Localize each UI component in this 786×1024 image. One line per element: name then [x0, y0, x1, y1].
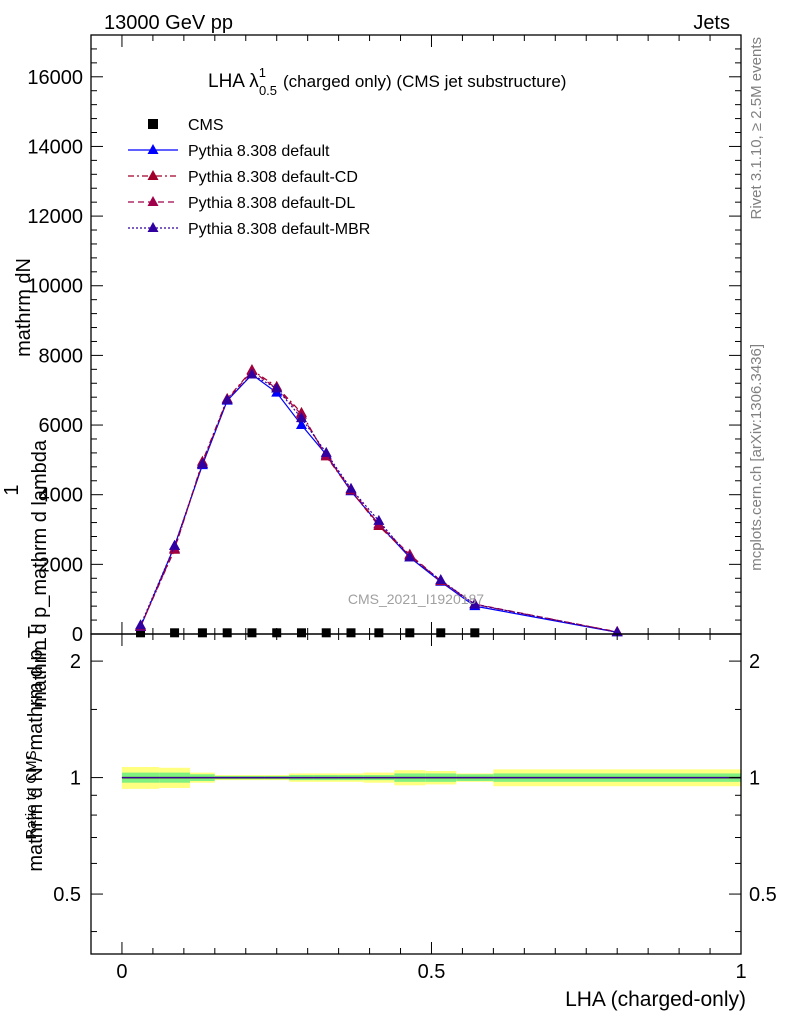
y-axis-label-top: mathrm dN [13, 258, 35, 357]
series-marker-triangle [320, 446, 332, 457]
series-marker-triangle [196, 458, 208, 469]
cms-data-point [170, 628, 180, 638]
series-marker-triangle [271, 382, 283, 393]
legend-label: Pythia 8.308 default-DL [188, 195, 355, 212]
mcplots-reference-label: mcplots.cern.ch [arXiv:1306.3436] [748, 344, 765, 571]
legend-label: Pythia 8.308 default [188, 143, 330, 160]
ratio-plot-frame [90, 633, 742, 955]
rivet-version-label: Rivet 3.1.10, ≥ 2.5M events [748, 37, 765, 220]
ratio-y-tick-label-right: 2 [749, 651, 760, 673]
plot-title-main: LHA λ [208, 71, 259, 92]
y-tick-label: 10000 [27, 276, 83, 298]
series-line [139, 373, 618, 633]
x-tick-label: 0.5 [418, 961, 446, 983]
y-tick-label: 6000 [39, 415, 84, 437]
series-marker-triangle [295, 419, 307, 430]
series-marker-triangle [135, 619, 147, 630]
series-marker-triangle [147, 170, 159, 180]
series-marker-triangle [345, 482, 357, 493]
legend-label: Pythia 8.308 default-MBR [188, 221, 370, 238]
cms-data-point [346, 628, 356, 638]
ratio-y-tick-label-right: 1 [749, 768, 760, 790]
legend-label: Pythia 8.308 default-CD [188, 169, 358, 186]
header-collision-label: 13000 GeV pp [104, 12, 233, 34]
ratio-y-axis-label: Ratio to CMS [23, 750, 40, 839]
y-tick-label: 16000 [27, 67, 83, 89]
plot-title-superscript: 1 [259, 65, 266, 80]
legend-marker-cms [148, 119, 158, 129]
series-marker-triangle [147, 196, 159, 206]
x-tick-label: 1 [735, 961, 746, 983]
series-marker-triangle [373, 514, 385, 525]
header-process-label: Jets [693, 12, 730, 34]
cms-data-point [436, 628, 446, 638]
x-tick-label: 0 [116, 961, 127, 983]
cms-data-point [405, 628, 415, 638]
series-marker-triangle [169, 539, 181, 550]
series-marker-triangle [295, 412, 307, 423]
series-marker-triangle [147, 222, 159, 232]
ratio-y-tick-label-right: 0.5 [749, 884, 777, 906]
series-marker-triangle [147, 144, 159, 154]
legend-label: CMS [188, 117, 224, 134]
cms-data-point [136, 628, 146, 638]
x-axis-label: LHA (charged-only) [565, 988, 746, 1011]
analysis-watermark: CMS_2021_I1920187 [348, 591, 484, 607]
y-axis-label-bottom: mathrm d N / mathrm d p_T [25, 626, 47, 872]
cms-data-point [321, 628, 331, 638]
ratio-y-tick-label: 2 [70, 651, 81, 673]
series-marker-triangle [435, 574, 447, 585]
y-tick-label: 12000 [27, 206, 83, 228]
y-tick-label: 0 [72, 624, 83, 646]
cms-data-point [272, 628, 282, 638]
main-plot-panel: 0 2000 4000 6000 8000 10000 12000 14000 16000 [27, 34, 742, 646]
legend: CMS Pythia 8.308 default Pythia 8.308 defa… [128, 117, 370, 238]
cms-data-point [296, 628, 306, 638]
y-axis-label-one: 1 [1, 484, 23, 495]
cms-data-point [222, 628, 232, 638]
y-tick-label: 4000 [39, 485, 84, 507]
series-marker-triangle [404, 551, 416, 562]
y-axis-label-middle: mathrm d p_mathrm d lambda [29, 439, 51, 708]
plot-title: LHA λ1 0.5 (charged only) (CMS jet substru… [208, 65, 566, 98]
series-marker-triangle [221, 393, 233, 404]
y-tick-label: 14000 [27, 136, 83, 158]
ratio-y-tick-label: 0.5 [53, 884, 81, 906]
series-marker-triangle [246, 368, 258, 379]
ratio-plot-panel: 0 0.5 1 0.5 0.5 1 1 2 2 [53, 633, 777, 983]
cms-data-point [470, 628, 480, 638]
plot-title-suffix: (charged only) (CMS jet substructure) [283, 72, 566, 91]
y-tick-label: 2000 [39, 554, 84, 576]
ratio-y-tick-label: 1 [70, 768, 81, 790]
cms-data-point [374, 628, 384, 638]
cms-data-point [247, 628, 257, 638]
series-marker-triangle [469, 598, 481, 609]
y-tick-label: 8000 [39, 345, 84, 367]
plot-title-subscript: 0.5 [259, 83, 277, 98]
cms-data-point [197, 628, 207, 638]
